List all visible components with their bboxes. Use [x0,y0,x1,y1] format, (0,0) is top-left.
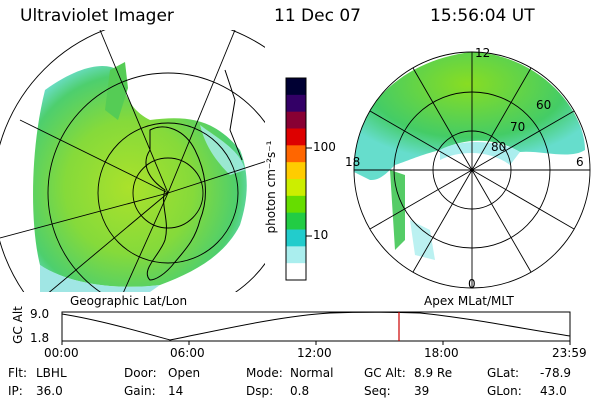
left-map-caption: Geographic Lat/Lon [70,294,188,308]
colorbar-unit-label: photon cm⁻²s⁻¹ [264,140,278,234]
mlt-label-top: 12 [475,46,491,60]
mlat-label-70: 70 [510,120,526,134]
right-map-caption: Apex MLat/MLT [424,294,514,308]
colorbar-stripe [286,263,306,281]
footer-glat-value: -78.9 [540,366,572,380]
mlat-label-80: 80 [491,140,507,154]
altitude-xtick-4: 23:59 [552,346,587,360]
right-map-image [354,52,585,260]
footer-ip-label: IP: [8,384,23,398]
colorbar-tick-10: 10 [313,228,329,242]
altitude-xtick-0: 00:00 [44,346,79,360]
colorbar-stripe [286,78,306,96]
altitude-plot [61,311,571,345]
colorbar-stripe [286,94,306,113]
footer-door-value: Open [168,366,201,380]
altitude-xtick-2: 12:00 [297,346,332,360]
altitude-ylabel: GC Alt [11,306,25,344]
footer-glat-label: GLat: [487,366,520,380]
footer-dsp-value: 0.8 [290,384,310,398]
colorbar-stripe [286,111,306,129]
left-map-image [0,30,265,292]
footer-mode-label: Mode: [246,366,283,380]
colorbar-stripe [286,128,306,146]
colorbar-stripe [286,229,306,247]
coastline [145,69,243,281]
footer-gain-value: 14 [168,384,184,398]
altitude-ytick-high: 9.0 [30,307,50,321]
colorbar [285,77,312,281]
footer-mode-value: Normal [290,366,334,380]
footer-gcalt-label: GC Alt: [364,366,406,380]
colorbar-tick-100: 100 [313,140,336,154]
colorbar-stripe [286,179,306,197]
footer-gcalt-value: 8.9 Re [414,366,453,380]
colorbar-stripe [286,212,306,230]
colorbar-stripe [286,246,306,264]
mlt-label-left: 18 [345,155,361,169]
footer-filter-value: LBHL [36,366,67,380]
footer-seq-value: 39 [414,384,430,398]
footer-dsp-label: Dsp: [246,384,274,398]
footer-glon-value: 43.0 [540,384,567,398]
altitude-xtick-3: 18:00 [424,346,459,360]
footer-glon-label: GLon: [487,384,522,398]
mlat-label-60: 60 [536,98,552,112]
colorbar-stripe [286,145,306,163]
mlat-mlt-grid [353,51,591,289]
mlt-label-right: 6 [576,155,584,169]
footer-filter-label: Flt: [8,366,27,380]
instrument-title: Ultraviolet Imager [20,6,174,26]
altitude-xtick-1: 06:00 [170,346,205,360]
footer-door-label: Door: [124,366,157,380]
footer-ip-value: 36.0 [36,384,63,398]
header-time: 15:56:04 UT [430,6,535,26]
footer-gain-label: Gain: [124,384,156,398]
mlt-label-bottom: 0 [468,277,476,291]
footer-seq-label: Seq: [364,384,391,398]
colorbar-stripe [286,195,306,214]
colorbar-stripe [286,162,306,180]
lat-lon-grid [0,30,265,292]
altitude-ytick-low: 1.8 [30,331,50,345]
header-date: 11 Dec 07 [274,6,361,26]
